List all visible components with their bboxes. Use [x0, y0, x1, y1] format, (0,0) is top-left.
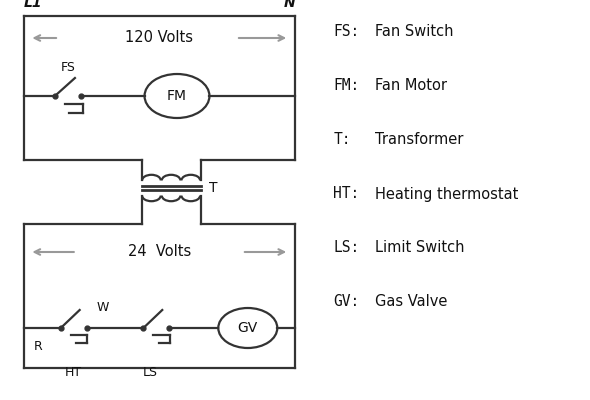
Text: 24  Volts: 24 Volts	[127, 244, 191, 260]
Text: HT:: HT:	[333, 186, 359, 202]
Text: FM: FM	[167, 89, 187, 103]
Text: N: N	[283, 0, 295, 10]
Text: FS:: FS:	[333, 24, 359, 40]
Text: Fan Motor: Fan Motor	[375, 78, 447, 94]
Text: LS:: LS:	[333, 240, 359, 256]
Text: L1: L1	[24, 0, 42, 10]
Text: T:: T:	[333, 132, 351, 148]
Text: R: R	[34, 340, 42, 352]
Text: GV:: GV:	[333, 294, 359, 310]
Text: HT: HT	[65, 366, 83, 379]
Text: W: W	[97, 301, 109, 314]
Text: Gas Valve: Gas Valve	[375, 294, 447, 310]
Text: T: T	[209, 181, 218, 195]
Text: Transformer: Transformer	[375, 132, 463, 148]
Text: LS: LS	[143, 366, 158, 379]
Text: FS: FS	[61, 61, 76, 74]
Text: Heating thermostat: Heating thermostat	[375, 186, 518, 202]
Text: 120 Volts: 120 Volts	[125, 30, 194, 46]
Text: Fan Switch: Fan Switch	[375, 24, 453, 40]
Text: GV: GV	[238, 321, 258, 335]
Text: FM:: FM:	[333, 78, 359, 94]
Text: Limit Switch: Limit Switch	[375, 240, 464, 256]
